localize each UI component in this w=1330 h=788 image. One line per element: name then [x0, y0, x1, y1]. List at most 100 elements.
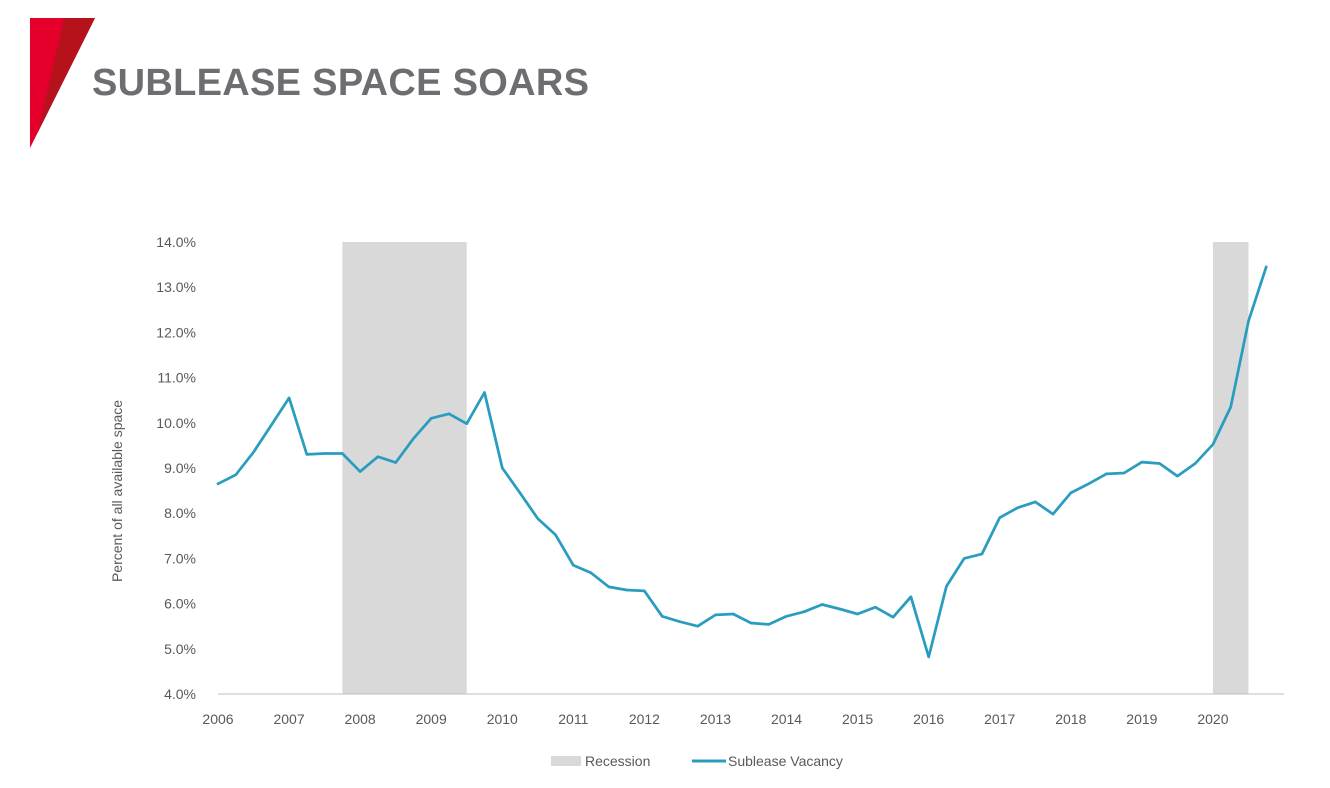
y-tick-label: 14.0%: [156, 234, 196, 250]
data-point: [749, 621, 753, 625]
series-layer: [216, 265, 1268, 659]
data-point: [696, 625, 699, 628]
x-tick-label: 2020: [1197, 711, 1228, 727]
data-point: [305, 453, 309, 456]
y-axis-title: Percent of all available space: [109, 400, 125, 582]
data-point: [732, 612, 735, 616]
data-point: [1140, 460, 1144, 464]
x-tick-label: 2011: [558, 711, 588, 727]
data-point: [1034, 500, 1037, 504]
x-tick-label: 2018: [1055, 711, 1086, 727]
x-tick-label: 2007: [273, 711, 304, 727]
data-point: [589, 571, 593, 575]
data-point: [838, 607, 842, 611]
data-point: [1158, 462, 1161, 465]
recession-band: [1212, 242, 1249, 694]
data-point: [1211, 443, 1215, 446]
x-tick-label: 2014: [771, 711, 802, 727]
data-point: [607, 585, 611, 589]
data-point: [358, 470, 362, 473]
data-point: [536, 517, 539, 520]
data-point: [323, 452, 326, 455]
y-tick-label: 13.0%: [156, 279, 196, 295]
recession-bands: [342, 242, 1249, 694]
data-point: [803, 610, 806, 613]
y-tick-label: 12.0%: [156, 324, 196, 340]
series-line-sublease-vacancy: [216, 265, 1268, 659]
x-tick-label: 2012: [629, 711, 660, 727]
data-point: [927, 655, 930, 659]
data-point: [1105, 472, 1108, 476]
x-tick-label: 2019: [1126, 711, 1157, 727]
data-point: [874, 606, 877, 609]
data-point: [1247, 319, 1250, 323]
page-title: SUBLEASE SPACE SOARS: [92, 62, 590, 104]
data-point: [1265, 265, 1268, 269]
data-point: [501, 466, 504, 470]
x-tick-label: 2017: [984, 711, 1015, 727]
data-point: [572, 563, 575, 567]
data-point: [270, 423, 273, 427]
x-tick-label: 2006: [202, 711, 233, 727]
data-point: [376, 455, 380, 458]
data-point: [483, 391, 486, 394]
data-point: [1122, 471, 1126, 475]
logo-mark: [30, 18, 95, 148]
logo-dark-stripe: [38, 18, 95, 132]
data-point: [234, 473, 237, 476]
x-tick-label: 2015: [842, 711, 873, 727]
data-point: [625, 588, 628, 592]
y-tick-label: 4.0%: [164, 686, 196, 702]
data-point: [820, 603, 824, 606]
data-point: [1069, 491, 1073, 495]
data-point: [554, 533, 557, 537]
x-axis-ticks: 2006 2007 2008 2009 2010 2011 2012 2013 2014 2015…: [202, 711, 1228, 727]
data-point: [980, 552, 984, 556]
data-point: [891, 615, 895, 619]
legend-sublease-label: Sublease Vacancy: [728, 753, 843, 769]
data-point: [909, 595, 913, 599]
y-tick-label: 8.0%: [164, 505, 196, 521]
y-tick-label: 5.0%: [164, 641, 196, 657]
data-point: [465, 422, 468, 425]
x-tick-label: 2009: [416, 711, 447, 727]
y-axis-ticks: 4.0% 5.0% 6.0% 7.0% 8.0% 9.0% 10.0% 11.0% 12.0% 1…: [156, 234, 196, 702]
legend-recession-swatch: [551, 756, 581, 766]
y-tick-label: 10.0%: [156, 415, 196, 431]
x-tick-label: 2016: [913, 711, 944, 727]
data-point: [287, 396, 291, 400]
data-point: [714, 613, 717, 617]
legend: Recession Sublease Vacancy: [551, 753, 843, 769]
data-point: [430, 417, 433, 420]
x-tick-label: 2010: [487, 711, 518, 727]
data-point: [341, 452, 344, 455]
data-point: [643, 589, 646, 593]
data-point: [1193, 462, 1197, 465]
data-point: [856, 612, 859, 616]
data-point: [394, 461, 397, 464]
legend-recession-label: Recession: [585, 753, 650, 769]
data-point: [998, 516, 1001, 519]
data-point: [252, 450, 255, 454]
data-point: [1016, 506, 1019, 509]
data-point: [678, 620, 682, 623]
data-point: [216, 482, 220, 486]
x-tick-label: 2008: [345, 711, 376, 727]
x-tick-label: 2013: [700, 711, 731, 727]
data-point: [1087, 482, 1090, 486]
data-point: [963, 557, 966, 560]
y-tick-label: 6.0%: [164, 596, 196, 612]
recession-band: [342, 242, 467, 694]
data-point: [767, 623, 770, 626]
data-point: [447, 412, 451, 415]
y-tick-label: 11.0%: [157, 370, 196, 386]
data-point: [412, 437, 415, 440]
data-point: [1051, 512, 1055, 516]
data-point: [1176, 474, 1179, 478]
y-tick-label: 7.0%: [164, 550, 196, 566]
data-point: [785, 615, 788, 618]
data-point: [945, 585, 948, 588]
data-point: [518, 491, 522, 495]
data-point: [660, 615, 664, 618]
